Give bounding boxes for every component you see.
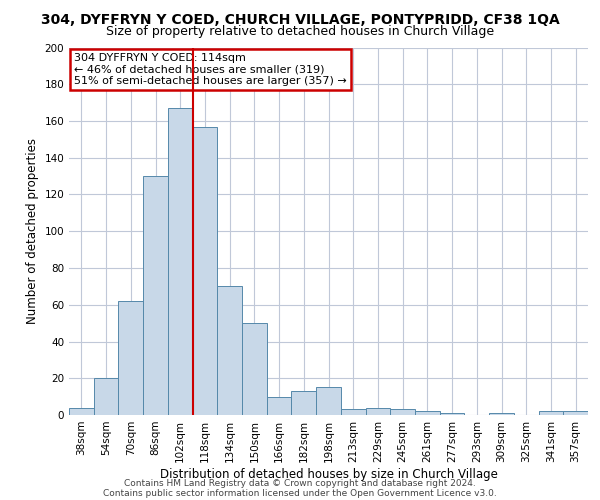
Bar [489,413,514,415]
Bar [390,410,415,415]
Bar [143,176,168,415]
Bar [440,413,464,415]
Bar [69,408,94,415]
Text: Size of property relative to detached houses in Church Village: Size of property relative to detached ho… [106,25,494,38]
Text: 304, DYFFRYN Y COED, CHURCH VILLAGE, PONTYPRIDD, CF38 1QA: 304, DYFFRYN Y COED, CHURCH VILLAGE, PON… [41,12,559,26]
Bar [292,391,316,415]
Bar [217,286,242,415]
Text: Contains HM Land Registry data © Crown copyright and database right 2024.: Contains HM Land Registry data © Crown c… [124,478,476,488]
Text: Contains public sector information licensed under the Open Government Licence v3: Contains public sector information licen… [103,488,497,498]
Bar [267,396,292,415]
Bar [168,108,193,415]
Bar [365,408,390,415]
Text: 304 DYFFRYN Y COED: 114sqm
← 46% of detached houses are smaller (319)
51% of sem: 304 DYFFRYN Y COED: 114sqm ← 46% of deta… [74,53,347,86]
Bar [539,412,563,415]
Y-axis label: Number of detached properties: Number of detached properties [26,138,39,324]
Bar [563,412,588,415]
Bar [316,388,341,415]
Bar [118,301,143,415]
Bar [242,323,267,415]
Bar [193,126,217,415]
Bar [94,378,118,415]
Bar [341,410,365,415]
Bar [415,412,440,415]
X-axis label: Distribution of detached houses by size in Church Village: Distribution of detached houses by size … [160,468,497,480]
